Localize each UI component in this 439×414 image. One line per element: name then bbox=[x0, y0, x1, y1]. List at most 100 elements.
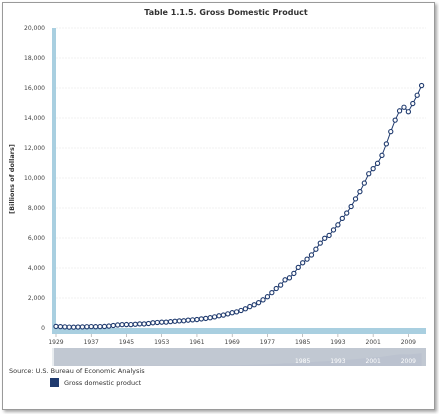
data-point[interactable] bbox=[366, 171, 372, 177]
data-point[interactable] bbox=[62, 324, 68, 330]
x-axis-band bbox=[52, 328, 426, 334]
data-point[interactable] bbox=[273, 285, 279, 292]
data-point[interactable] bbox=[401, 104, 407, 110]
data-point[interactable] bbox=[383, 141, 390, 147]
data-point[interactable] bbox=[176, 318, 182, 324]
data-point[interactable] bbox=[396, 108, 403, 114]
data-point[interactable] bbox=[79, 324, 86, 330]
data-point[interactable] bbox=[295, 264, 301, 271]
data-point[interactable] bbox=[335, 222, 341, 228]
data-point[interactable] bbox=[374, 160, 381, 166]
data-point[interactable] bbox=[282, 277, 288, 283]
data-point[interactable] bbox=[92, 324, 99, 330]
data-point[interactable] bbox=[308, 252, 315, 258]
navigator-tick-label: 2001 bbox=[366, 358, 381, 365]
data-point[interactable] bbox=[88, 323, 94, 330]
y-tick-label: 12,000 bbox=[24, 145, 45, 152]
data-point[interactable] bbox=[291, 270, 297, 277]
data-point[interactable] bbox=[414, 92, 420, 98]
data-point[interactable] bbox=[181, 318, 187, 324]
data-point[interactable] bbox=[251, 302, 257, 308]
legend[interactable]: Gross domestic product bbox=[50, 378, 141, 387]
data-point[interactable] bbox=[357, 189, 363, 195]
series-line bbox=[55, 85, 423, 328]
navigator-tick-labels: 1985 1993 2001 2009 bbox=[295, 358, 416, 365]
chart-frame bbox=[2, 2, 435, 410]
data-point[interactable] bbox=[418, 82, 425, 89]
data-point[interactable] bbox=[75, 324, 81, 330]
data-point[interactable] bbox=[361, 180, 367, 186]
data-point[interactable] bbox=[207, 315, 213, 321]
data-point[interactable] bbox=[198, 316, 205, 322]
data-point[interactable] bbox=[110, 322, 116, 329]
data-point[interactable] bbox=[260, 297, 266, 303]
data-point[interactable] bbox=[194, 316, 200, 323]
data-point[interactable] bbox=[70, 324, 77, 330]
data-point[interactable] bbox=[163, 319, 169, 325]
data-point[interactable] bbox=[216, 313, 222, 319]
data-point[interactable] bbox=[141, 321, 147, 327]
data-point[interactable] bbox=[264, 294, 271, 300]
data-point[interactable] bbox=[304, 256, 310, 262]
data-point[interactable] bbox=[242, 306, 249, 312]
data-point[interactable] bbox=[132, 321, 138, 327]
data-point[interactable] bbox=[145, 320, 152, 327]
data-point[interactable] bbox=[137, 321, 143, 327]
data-point[interactable] bbox=[211, 314, 218, 320]
data-point[interactable] bbox=[410, 100, 416, 107]
data-point[interactable] bbox=[317, 240, 323, 246]
data-point[interactable] bbox=[189, 317, 196, 323]
y-tick-label: 16,000 bbox=[24, 85, 45, 92]
data-point[interactable] bbox=[379, 152, 385, 158]
data-point[interactable] bbox=[159, 319, 165, 325]
data-point[interactable] bbox=[229, 310, 235, 316]
data-point[interactable] bbox=[220, 312, 227, 318]
data-point[interactable] bbox=[247, 303, 253, 310]
data-point[interactable] bbox=[57, 323, 64, 330]
data-point[interactable] bbox=[203, 315, 209, 322]
data-point[interactable] bbox=[322, 235, 328, 241]
data-point[interactable] bbox=[255, 300, 262, 306]
data-point[interactable] bbox=[225, 311, 231, 317]
data-point[interactable] bbox=[123, 321, 130, 328]
data-point[interactable] bbox=[344, 210, 350, 216]
range-navigator[interactable]: 1985 1993 2001 2009 bbox=[52, 348, 426, 366]
chart-title: Table 1.1.5. Gross Domestic Product bbox=[144, 8, 308, 17]
data-point[interactable] bbox=[300, 260, 306, 266]
data-point[interactable] bbox=[326, 232, 332, 239]
data-point[interactable] bbox=[128, 321, 134, 328]
data-point[interactable] bbox=[154, 319, 160, 326]
data-point[interactable] bbox=[313, 246, 319, 252]
data-point[interactable] bbox=[370, 166, 376, 172]
x-tick-label: 1937 bbox=[84, 339, 99, 346]
data-point[interactable] bbox=[66, 324, 72, 330]
data-point[interactable] bbox=[233, 309, 240, 315]
data-point[interactable] bbox=[348, 203, 354, 210]
data-point[interactable] bbox=[119, 321, 125, 328]
data-point[interactable] bbox=[339, 215, 345, 222]
data-point[interactable] bbox=[277, 282, 284, 288]
data-point[interactable] bbox=[185, 317, 191, 323]
data-point[interactable] bbox=[150, 320, 156, 326]
data-point[interactable] bbox=[115, 322, 121, 328]
legend-label[interactable]: Gross domestic product bbox=[64, 378, 142, 387]
y-tick-label: 4,000 bbox=[28, 265, 45, 272]
data-point[interactable] bbox=[106, 323, 112, 329]
data-point[interactable] bbox=[101, 323, 108, 330]
data-point[interactable] bbox=[84, 324, 90, 330]
data-point[interactable] bbox=[286, 275, 293, 281]
data-point[interactable] bbox=[97, 323, 103, 330]
data-point[interactable] bbox=[269, 289, 275, 296]
navigator-selection[interactable] bbox=[54, 348, 426, 366]
gdp-series bbox=[53, 82, 425, 330]
x-tick-labels: 1929 1937 1945 1953 1961 1969 1977 1985 1993 2001… bbox=[48, 334, 416, 346]
data-point[interactable] bbox=[392, 117, 398, 123]
data-point[interactable] bbox=[388, 128, 394, 135]
data-point[interactable] bbox=[238, 307, 244, 314]
data-point[interactable] bbox=[405, 109, 412, 115]
data-point[interactable] bbox=[53, 323, 59, 330]
data-point[interactable] bbox=[172, 318, 178, 324]
data-point[interactable] bbox=[330, 227, 337, 233]
data-point[interactable] bbox=[167, 318, 174, 325]
data-point[interactable] bbox=[352, 196, 359, 202]
